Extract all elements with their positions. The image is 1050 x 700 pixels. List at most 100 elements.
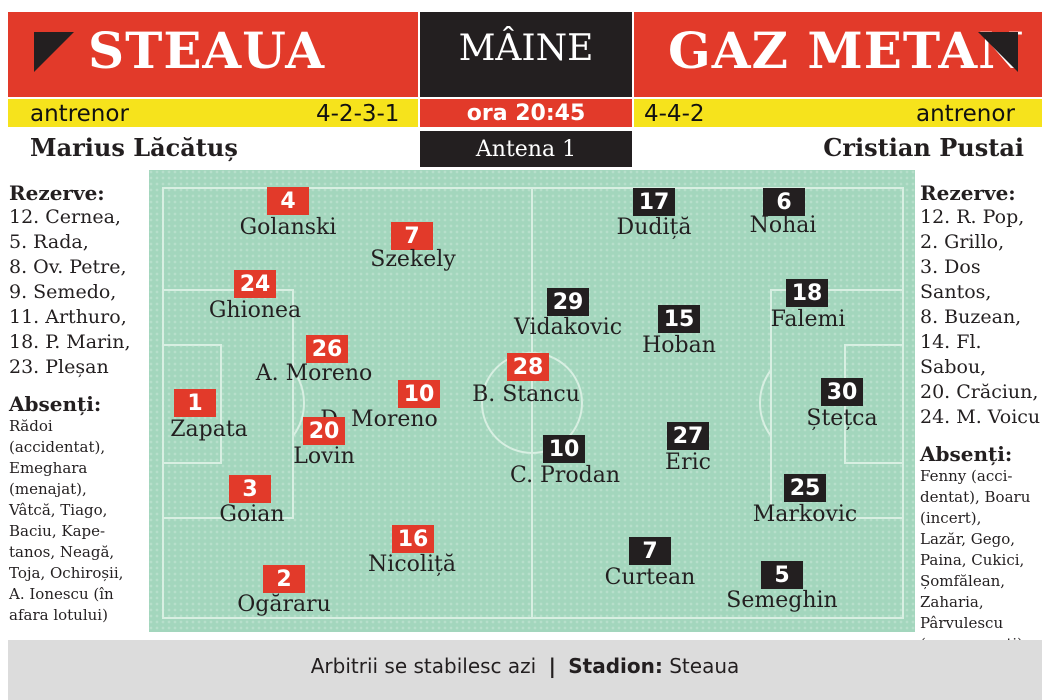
stadium-name: Steaua xyxy=(669,654,740,678)
away-absent-title: Absenți: xyxy=(920,442,1013,466)
away-player-name: Dudiță xyxy=(616,215,692,240)
list-item: Vâtcă, Tiago, xyxy=(9,501,108,519)
list-item: 12. Cernea, xyxy=(9,206,121,228)
away-player-name: Ștețca xyxy=(806,406,878,431)
list-item: Baciu, Kape- xyxy=(9,522,106,540)
away-player-number: 10 xyxy=(543,435,585,463)
away-player-name: Eric xyxy=(665,450,711,475)
home-coach-name: Marius Lăcătuș xyxy=(30,133,238,162)
home-player-name: A. Moreno xyxy=(255,361,373,386)
list-item: dentat), Boaru xyxy=(920,488,1031,506)
list-item: Zaharia, xyxy=(920,593,984,611)
list-item: Lazăr, Gego, xyxy=(920,530,1016,548)
list-item: Toja, Ochiroșii, xyxy=(9,564,124,582)
home-player-name: Golanski xyxy=(239,215,337,240)
away-absent-list: Fenny (acci- dentat), Boaru (incert), La… xyxy=(920,466,1048,655)
away-player-number: 15 xyxy=(658,305,700,333)
home-player-name: Ogăraru xyxy=(237,592,331,617)
list-item: 14. Fl. Sabou, xyxy=(920,331,987,378)
home-side-info: Rezerve: 12. Cernea, 5. Rada, 8. Ov. Pet… xyxy=(9,181,147,626)
corner-triangle-icon xyxy=(34,32,74,72)
footer-text: Arbitrii se stabilesc azi | Stadion: Ste… xyxy=(8,654,1042,678)
list-item: Șomfălean, xyxy=(920,572,1006,590)
football-pitch: 4 Golanski 7 Szekely 24 Ghionea 26 A. Moreno 10 D… xyxy=(149,170,915,632)
away-coach-strip: 4-4-2 antrenor xyxy=(634,99,1042,127)
list-item: 20. Crăciun, xyxy=(920,381,1039,403)
list-item: 18. P. Marin, xyxy=(9,331,131,353)
home-coach-label: antrenor xyxy=(30,101,129,127)
list-item: 5. Rada, xyxy=(9,231,89,253)
list-item: (menajat), xyxy=(9,480,87,498)
home-absent-list: Rădoi (accidentat), Emeghara (menajat), … xyxy=(9,416,147,626)
home-player-number: 4 xyxy=(267,187,309,215)
separator: | xyxy=(548,654,556,678)
away-formation: 4-4-2 xyxy=(644,101,705,127)
list-item: 8. Buzean, xyxy=(920,306,1022,328)
list-item: (accidentat), xyxy=(9,438,106,456)
away-player-number: 7 xyxy=(629,537,671,565)
away-coach-name: Cristian Pustai xyxy=(823,133,1024,162)
away-player-number: 18 xyxy=(786,279,828,307)
away-player-number: 30 xyxy=(821,378,863,406)
home-player-number: 10 xyxy=(398,380,440,408)
list-item: 11. Arthuro, xyxy=(9,306,127,328)
referees-note: Arbitrii se stabilesc azi xyxy=(310,654,537,678)
list-item: 3. Dos Santos, xyxy=(920,256,992,303)
home-player-number: 7 xyxy=(391,222,433,250)
home-reserves-title: Rezerve: xyxy=(9,181,105,205)
home-player-name: Szekely xyxy=(370,247,456,272)
away-coach-label: antrenor xyxy=(916,101,1015,127)
corner-triangle-icon xyxy=(978,32,1018,72)
list-item: Paina, Cukici, xyxy=(920,551,1025,569)
list-item: 2. Grillo, xyxy=(920,231,1005,253)
list-item: Emeghara xyxy=(9,459,88,477)
home-player-number: 24 xyxy=(234,270,276,298)
home-player-name: Ghionea xyxy=(208,298,302,323)
home-formation: 4-2-3-1 xyxy=(316,101,400,127)
away-team-bar: GAZ METAN xyxy=(634,12,1042,97)
list-item: 8. Ov. Petre, xyxy=(9,256,127,278)
away-player-number: 29 xyxy=(547,288,589,316)
list-item: 24. M. Voicu xyxy=(920,406,1041,428)
away-player-name: Hoban xyxy=(642,333,716,358)
home-player-number: 28 xyxy=(507,353,549,381)
home-coach-strip: antrenor 4-2-3-1 xyxy=(8,99,418,127)
home-player-name: Goian xyxy=(219,502,285,527)
away-team-name: GAZ METAN xyxy=(668,21,1025,80)
away-player-name: Markovic xyxy=(752,502,858,527)
home-team-bar: STEAUA xyxy=(8,12,418,97)
home-player-name: Lovin xyxy=(293,444,355,469)
list-item: (incert), xyxy=(920,509,982,527)
away-player-number: 25 xyxy=(784,474,826,502)
tv-channel: Antena 1 xyxy=(420,131,632,167)
away-side-info: Rezerve: 12. R. Pop, 2. Grillo, 3. Dos S… xyxy=(920,181,1048,655)
list-item: 12. R. Pop, xyxy=(920,206,1025,228)
home-player-number: 26 xyxy=(306,335,348,363)
home-player-number: 2 xyxy=(263,565,305,593)
kickoff-time: ora 20:45 xyxy=(420,99,632,127)
pitch-lines xyxy=(162,187,904,619)
away-player-name: Vidakovic xyxy=(513,315,623,340)
home-player-name: Nicoliță xyxy=(368,552,456,577)
home-team-name: STEAUA xyxy=(88,21,326,80)
list-item: 23. Pleșan xyxy=(9,356,109,378)
footer-bar: Arbitrii se stabilesc azi | Stadion: Ste… xyxy=(8,640,1042,700)
list-item: Rădoi xyxy=(9,417,53,435)
home-absent-title: Absenți: xyxy=(9,392,102,416)
away-reserves-list: 12. R. Pop, 2. Grillo, 3. Dos Santos, 8.… xyxy=(920,205,1048,430)
match-day-box: MÂINE xyxy=(420,12,632,97)
away-player-name: Nohai xyxy=(749,213,817,238)
stadium-label: Stadion: xyxy=(568,654,663,678)
home-player-name: Zapata xyxy=(170,417,248,442)
list-item: afara lotului) xyxy=(9,606,108,624)
away-player-number: 27 xyxy=(667,422,709,450)
away-player-name: Curtean xyxy=(604,565,696,590)
home-player-number: 20 xyxy=(303,417,345,445)
away-player-number: 17 xyxy=(633,188,675,216)
match-day: MÂINE xyxy=(458,28,594,69)
away-reserves-title: Rezerve: xyxy=(920,181,1016,205)
home-player-number: 1 xyxy=(174,389,216,417)
home-player-name: B. Stancu xyxy=(472,382,580,407)
list-item: Fenny (acci- xyxy=(920,467,1013,485)
home-player-number: 3 xyxy=(229,475,271,503)
